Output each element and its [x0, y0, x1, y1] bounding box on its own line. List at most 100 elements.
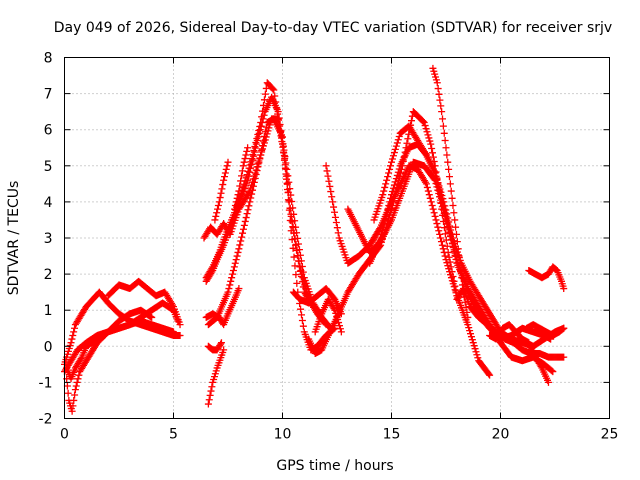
- data-point: [449, 280, 457, 288]
- data-point: [247, 194, 255, 202]
- data-point: [253, 137, 261, 145]
- y-tick-label: 0: [44, 339, 53, 355]
- data-point: [470, 342, 478, 350]
- data-point: [440, 129, 448, 137]
- data-point: [274, 115, 282, 123]
- data-point: [255, 129, 263, 137]
- data-point: [429, 205, 437, 213]
- data-point: [337, 328, 345, 336]
- data-point: [378, 230, 386, 238]
- data-point: [434, 223, 442, 231]
- x-tick-label: 0: [60, 427, 69, 443]
- data-point: [260, 111, 268, 119]
- data-point: [386, 198, 394, 206]
- data-point: [446, 180, 454, 188]
- data-point: [213, 209, 221, 217]
- data-point: [67, 339, 75, 347]
- data-point: [437, 188, 445, 196]
- data-point: [439, 245, 447, 253]
- data-point: [458, 274, 466, 282]
- x-tick-label: 15: [383, 427, 401, 443]
- data-point: [435, 182, 443, 190]
- data-point: [429, 153, 437, 161]
- data-point: [427, 140, 435, 148]
- data-point: [217, 189, 225, 197]
- data-point: [287, 191, 295, 199]
- data-point: [71, 386, 79, 394]
- data-point: [74, 375, 82, 383]
- data-point: [464, 321, 472, 329]
- data-point: [393, 139, 401, 147]
- data-point: [249, 186, 257, 194]
- series-arc-5: [104, 277, 184, 329]
- data-point: [169, 301, 177, 309]
- data-point: [331, 213, 339, 221]
- data-point: [436, 185, 444, 193]
- data-point: [454, 245, 462, 253]
- data-point: [293, 229, 301, 237]
- data-point: [261, 136, 269, 144]
- data-point: [450, 283, 458, 291]
- data-point: [424, 187, 432, 195]
- data-point: [444, 214, 452, 222]
- data-point: [441, 252, 449, 260]
- data-point: [244, 144, 252, 152]
- data-point: [387, 194, 395, 202]
- data-point: [439, 122, 447, 130]
- data-point: [456, 259, 464, 267]
- data-point: [258, 148, 266, 156]
- data-point: [237, 177, 245, 185]
- data-point: [69, 402, 77, 410]
- data-point: [208, 383, 216, 391]
- data-point: [383, 209, 391, 217]
- data-point: [232, 198, 240, 206]
- y-tick-label: 4: [44, 195, 53, 211]
- data-point: [68, 407, 76, 415]
- data-point: [421, 178, 429, 186]
- data-point: [434, 179, 442, 187]
- data-point: [256, 155, 264, 163]
- data-point: [248, 156, 256, 164]
- data-point: [447, 271, 455, 279]
- data-point: [292, 271, 300, 279]
- data-point: [259, 115, 267, 123]
- data-point: [220, 346, 228, 354]
- data-point: [297, 257, 305, 265]
- data-point: [331, 306, 339, 314]
- data-point: [221, 169, 229, 177]
- data-point: [471, 345, 479, 353]
- data-point: [275, 121, 283, 129]
- data-point: [437, 238, 445, 246]
- data-point: [451, 286, 459, 294]
- data-point: [325, 177, 333, 185]
- data-point: [433, 79, 441, 87]
- data-point: [176, 331, 184, 339]
- data-point: [255, 159, 263, 167]
- data-point: [548, 367, 556, 375]
- data-point: [452, 223, 460, 231]
- data-point: [249, 182, 257, 190]
- data-point: [71, 391, 79, 399]
- data-point: [329, 198, 337, 206]
- data-point: [243, 210, 251, 218]
- data-point: [235, 187, 243, 195]
- data-point: [299, 268, 307, 276]
- data-point: [381, 183, 389, 191]
- data-point: [473, 351, 481, 359]
- data-point: [228, 274, 236, 282]
- data-point: [292, 223, 300, 231]
- data-point: [287, 227, 295, 235]
- data-point: [467, 330, 475, 338]
- data-point: [432, 216, 440, 224]
- data-point: [282, 159, 290, 167]
- data-point: [430, 209, 438, 217]
- data-point: [560, 353, 568, 361]
- data-point: [389, 152, 397, 160]
- data-point: [434, 85, 442, 93]
- data-point: [234, 191, 242, 199]
- data-point: [226, 281, 234, 289]
- data-point: [445, 165, 453, 173]
- data-point: [443, 151, 451, 159]
- data-point: [247, 164, 255, 172]
- data-point: [259, 145, 267, 153]
